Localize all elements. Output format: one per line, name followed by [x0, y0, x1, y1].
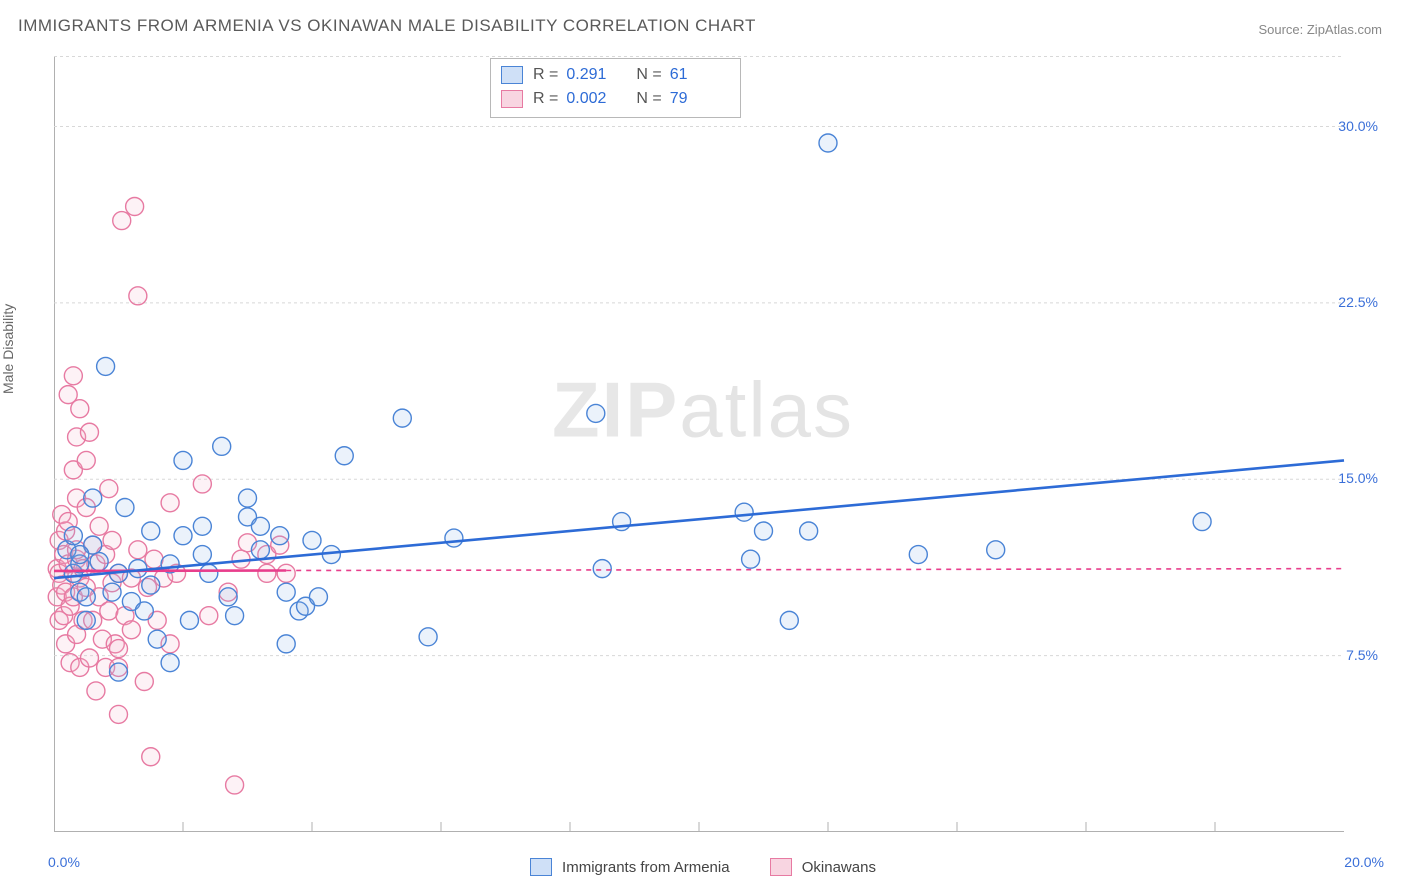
legend-item-label: Okinawans	[802, 859, 876, 876]
legend-r-value: 0.002	[566, 90, 618, 108]
legend-swatch-icon	[501, 90, 523, 108]
legend-item: Okinawans	[770, 858, 876, 876]
legend-swatch-icon	[501, 66, 523, 84]
scatter-plot	[54, 56, 1344, 832]
legend-stats-row: R = 0.291 N = 61	[501, 63, 730, 87]
y-axis-title: Male Disability	[0, 304, 16, 394]
chart-title: IMMIGRANTS FROM ARMENIA VS OKINAWAN MALE…	[18, 16, 756, 36]
legend-r-label: R =	[533, 90, 558, 108]
legend-n-label: N =	[636, 90, 661, 108]
x-tick-label: 0.0%	[48, 854, 80, 870]
legend-r-value: 0.291	[566, 66, 618, 84]
legend-stats: R = 0.291 N = 61 R = 0.002 N = 79	[490, 58, 741, 118]
legend-item: Immigrants from Armenia	[530, 858, 730, 876]
y-tick-label: 15.0%	[1338, 470, 1378, 486]
y-tick-label: 30.0%	[1338, 118, 1378, 134]
legend-n-value: 61	[670, 66, 722, 84]
y-tick-label: 7.5%	[1346, 647, 1378, 663]
legend-n-label: N =	[636, 66, 661, 84]
legend-swatch-icon	[770, 858, 792, 876]
x-tick-label: 20.0%	[1344, 854, 1384, 870]
legend-swatch-icon	[530, 858, 552, 876]
legend-series: Immigrants from Armenia Okinawans	[0, 858, 1406, 880]
y-tick-label: 22.5%	[1338, 294, 1378, 310]
legend-n-value: 79	[670, 90, 722, 108]
source-label: Source: ZipAtlas.com	[1258, 22, 1382, 37]
legend-r-label: R =	[533, 66, 558, 84]
legend-item-label: Immigrants from Armenia	[562, 859, 730, 876]
legend-stats-row: R = 0.002 N = 79	[501, 87, 730, 111]
chart-container: IMMIGRANTS FROM ARMENIA VS OKINAWAN MALE…	[0, 0, 1406, 892]
